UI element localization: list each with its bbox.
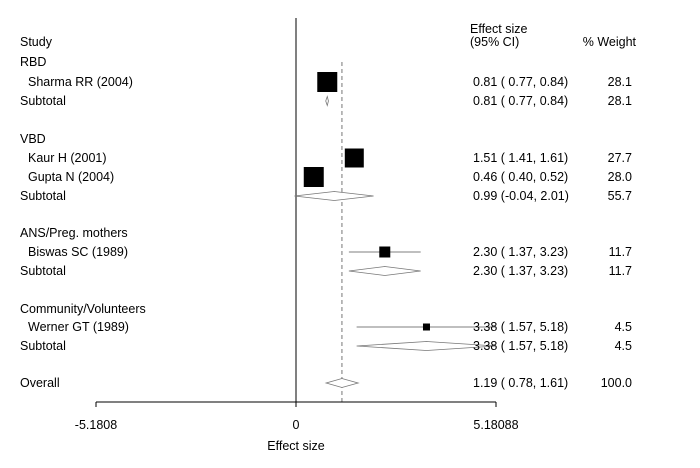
subtotal-label: Subtotal (20, 264, 66, 278)
study-label: Gupta N (2004) (28, 170, 114, 184)
subtotal-diamond (356, 341, 496, 351)
subtotal-diamond (325, 95, 329, 107)
study-label: Werner GT (1989) (28, 320, 129, 334)
weight-value: 28.1 (608, 94, 632, 108)
weight-value: 100.0 (601, 376, 632, 390)
overall-diamond (324, 378, 360, 388)
subtotal-diamond (294, 191, 374, 201)
study-box (422, 323, 430, 331)
weight-value: 4.5 (615, 339, 632, 353)
weight-value: 11.7 (609, 245, 632, 259)
overall-label: Overall (20, 376, 60, 390)
effect-ci-value: 0.99 (-0.04, 2.01) (473, 189, 569, 203)
plot-area: -5.1808 0 5.18088 RBD Sharma RR (2004) 0.81 (… (20, 18, 632, 432)
weight-value: 28.0 (608, 170, 632, 184)
x-tick-label: 0 (293, 418, 300, 432)
study-box (303, 167, 324, 187)
x-axis-label: Effect size (267, 439, 324, 453)
weight-value: 4.5 (615, 320, 632, 334)
effect-ci-value: 3.38 ( 1.57, 5.18) (473, 320, 568, 334)
study-label: Kaur H (2001) (28, 151, 107, 165)
effect-ci-value: 2.30 ( 1.37, 3.23) (473, 264, 568, 278)
study-box (344, 148, 364, 168)
study-label: Sharma RR (2004) (28, 75, 133, 89)
weight-value: 55.7 (608, 189, 632, 203)
x-tick-label: 5.18088 (473, 418, 518, 432)
effect-ci-value: 3.38 ( 1.57, 5.18) (473, 339, 568, 353)
effect-ci-value: 0.81 ( 0.77, 0.84) (473, 75, 568, 89)
subtotal-label: Subtotal (20, 189, 66, 203)
weight-value: 27.7 (608, 151, 632, 165)
effect-ci-value: 1.19 ( 0.78, 1.61) (473, 376, 568, 390)
subtotal-diamond (348, 266, 421, 276)
study-box (317, 72, 338, 92)
study-box (379, 246, 391, 258)
group-label: VBD (20, 132, 46, 146)
header-study: Study (20, 35, 53, 49)
group-label: ANS/Preg. mothers (20, 226, 128, 240)
study-label: Biswas SC (1989) (28, 245, 128, 259)
header-ci: (95% CI) (470, 35, 519, 49)
x-tick-label: -5.1808 (75, 418, 117, 432)
subtotal-label: Subtotal (20, 339, 66, 353)
group-label: Community/Volunteers (20, 302, 146, 316)
header-effect-size: Effect size (470, 22, 527, 36)
weight-value: 11.7 (609, 264, 632, 278)
effect-ci-value: 1.51 ( 1.41, 1.61) (473, 151, 568, 165)
effect-ci-value: 2.30 ( 1.37, 3.23) (473, 245, 568, 259)
weight-value: 28.1 (608, 75, 632, 89)
header-weight: % Weight (583, 35, 637, 49)
effect-ci-value: 0.81 ( 0.77, 0.84) (473, 94, 568, 108)
group-label: RBD (20, 55, 46, 69)
effect-ci-value: 0.46 ( 0.40, 0.52) (473, 170, 568, 184)
subtotal-label: Subtotal (20, 94, 66, 108)
